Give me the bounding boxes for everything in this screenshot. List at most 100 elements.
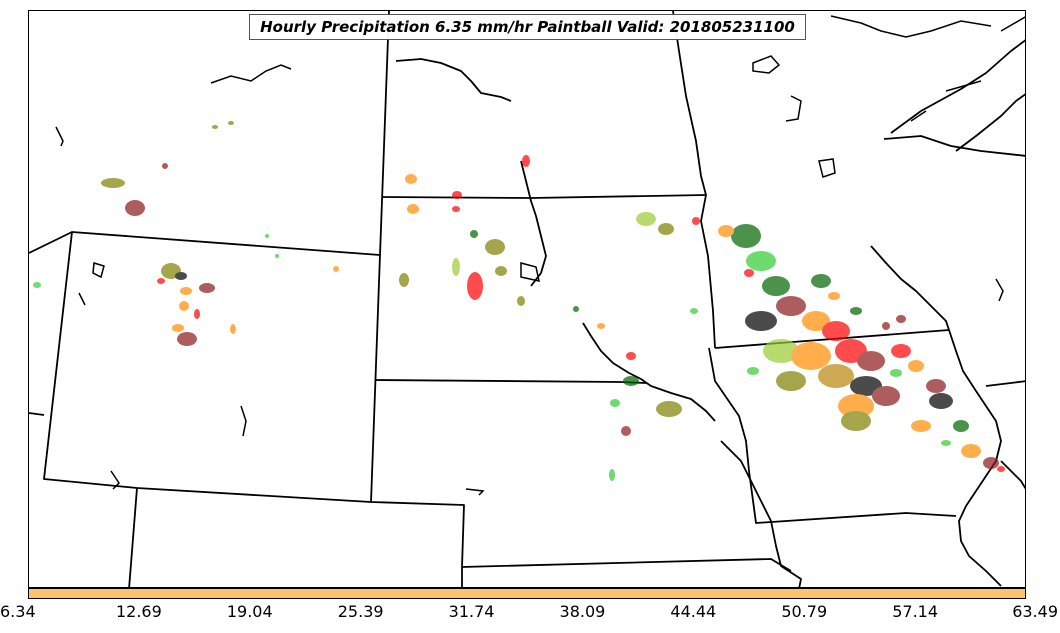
lake-superior-shore <box>890 39 1025 134</box>
precip-blob <box>125 200 145 216</box>
precip-blob <box>199 283 215 293</box>
lake-2 <box>818 158 836 178</box>
precip-blob <box>485 239 505 255</box>
precip-blob <box>961 444 981 458</box>
precip-blob <box>658 223 674 235</box>
precip-blob <box>467 272 483 300</box>
lake-16 <box>830 15 992 38</box>
precip-blob <box>157 278 165 284</box>
precip-blob <box>891 344 911 358</box>
lake-14 <box>910 110 927 122</box>
lake-7 <box>240 405 247 437</box>
precip-blob <box>610 399 620 407</box>
precip-blob <box>636 212 656 226</box>
precip-blob <box>194 309 200 319</box>
precip-blob <box>265 234 269 238</box>
lake-3 <box>210 64 292 84</box>
colorbar-tick-label: 25.39 <box>337 602 384 621</box>
lake-10 <box>785 95 802 122</box>
precip-blob <box>399 273 409 287</box>
lakes <box>55 15 1025 496</box>
precip-blob <box>33 282 41 288</box>
precip-blob <box>872 386 900 406</box>
colorbar-tick-label: 31.74 <box>448 602 495 621</box>
precip-blob <box>690 308 698 314</box>
precip-blob <box>838 394 874 418</box>
precip-blob <box>791 342 831 370</box>
river-red <box>672 11 716 349</box>
precip-blob <box>470 230 478 238</box>
precip-blob <box>621 426 631 436</box>
state-borders <box>29 11 1025 587</box>
precip-blob <box>896 315 906 323</box>
precip-blob <box>828 292 840 300</box>
precip-blob <box>623 376 639 386</box>
precip-blob <box>212 125 218 129</box>
border-mt-nd <box>379 11 390 256</box>
precip-blob <box>731 224 761 248</box>
lake-6 <box>78 292 86 306</box>
lake-1 <box>752 55 781 74</box>
precip-blob <box>275 254 279 258</box>
precip-blob <box>597 323 605 329</box>
precip-blob <box>929 393 953 409</box>
border-il-in <box>1000 460 1025 490</box>
precip-blob <box>405 174 417 184</box>
colorbar-tick-label: 6.34 <box>0 602 36 621</box>
precip-blob <box>101 178 125 188</box>
precip-blob <box>495 266 507 276</box>
precip-blob <box>692 217 700 225</box>
river-jim <box>520 160 547 287</box>
border-nm-tx <box>370 501 792 572</box>
lake-13 <box>945 80 982 92</box>
colorbar-tick-label: 44.44 <box>670 602 717 621</box>
colorbar-tick-label: 38.09 <box>559 602 606 621</box>
precip-blob <box>333 266 339 272</box>
precip-blob <box>857 351 885 371</box>
precip-blob <box>228 121 234 125</box>
precip-blob <box>747 367 759 375</box>
precip-blob <box>175 272 187 280</box>
precip-blob <box>802 311 830 331</box>
precip-blob <box>818 364 854 388</box>
border-utah-az <box>29 412 45 416</box>
lake-15 <box>1000 16 1025 32</box>
border-wy-ne <box>29 231 73 254</box>
precip-blob <box>172 324 184 332</box>
precip-blob <box>890 369 902 377</box>
lake-9 <box>465 488 485 496</box>
precip-blob <box>179 301 189 311</box>
river-mississippi <box>870 245 1002 587</box>
precip-blob <box>407 204 419 214</box>
lake-8 <box>110 470 120 490</box>
precip-blob <box>762 276 790 296</box>
precip-blob <box>841 411 871 431</box>
river-missouri-upper <box>395 58 512 102</box>
precipitation-map <box>29 11 1025 587</box>
precip-blob <box>908 360 924 372</box>
precip-blob <box>177 332 197 346</box>
precip-blob <box>811 274 831 288</box>
colorbar-tick-label: 50.79 <box>781 602 828 621</box>
border-mi <box>985 380 1025 387</box>
precip-blob <box>983 457 999 469</box>
precip-blob <box>626 352 636 360</box>
precip-blob <box>926 379 946 393</box>
colorbar-tick-label: 57.14 <box>892 602 939 621</box>
precip-blob <box>746 251 776 271</box>
precip-blob <box>573 306 579 312</box>
precip-blob <box>522 155 530 167</box>
precip-blob <box>744 269 754 277</box>
precip-blob <box>452 191 462 199</box>
precip-blob <box>911 420 931 432</box>
precip-blob <box>745 311 777 331</box>
colorbar-tick-label: 63.49 <box>1012 602 1058 621</box>
precip-blob <box>953 420 969 432</box>
border-ia-mo <box>708 347 957 524</box>
border-nebraska <box>375 379 647 384</box>
precip-blob <box>997 466 1005 472</box>
colorbar <box>28 588 1026 599</box>
map-panel <box>28 10 1026 588</box>
precip-blob <box>452 206 460 212</box>
border-colorado <box>43 231 381 503</box>
